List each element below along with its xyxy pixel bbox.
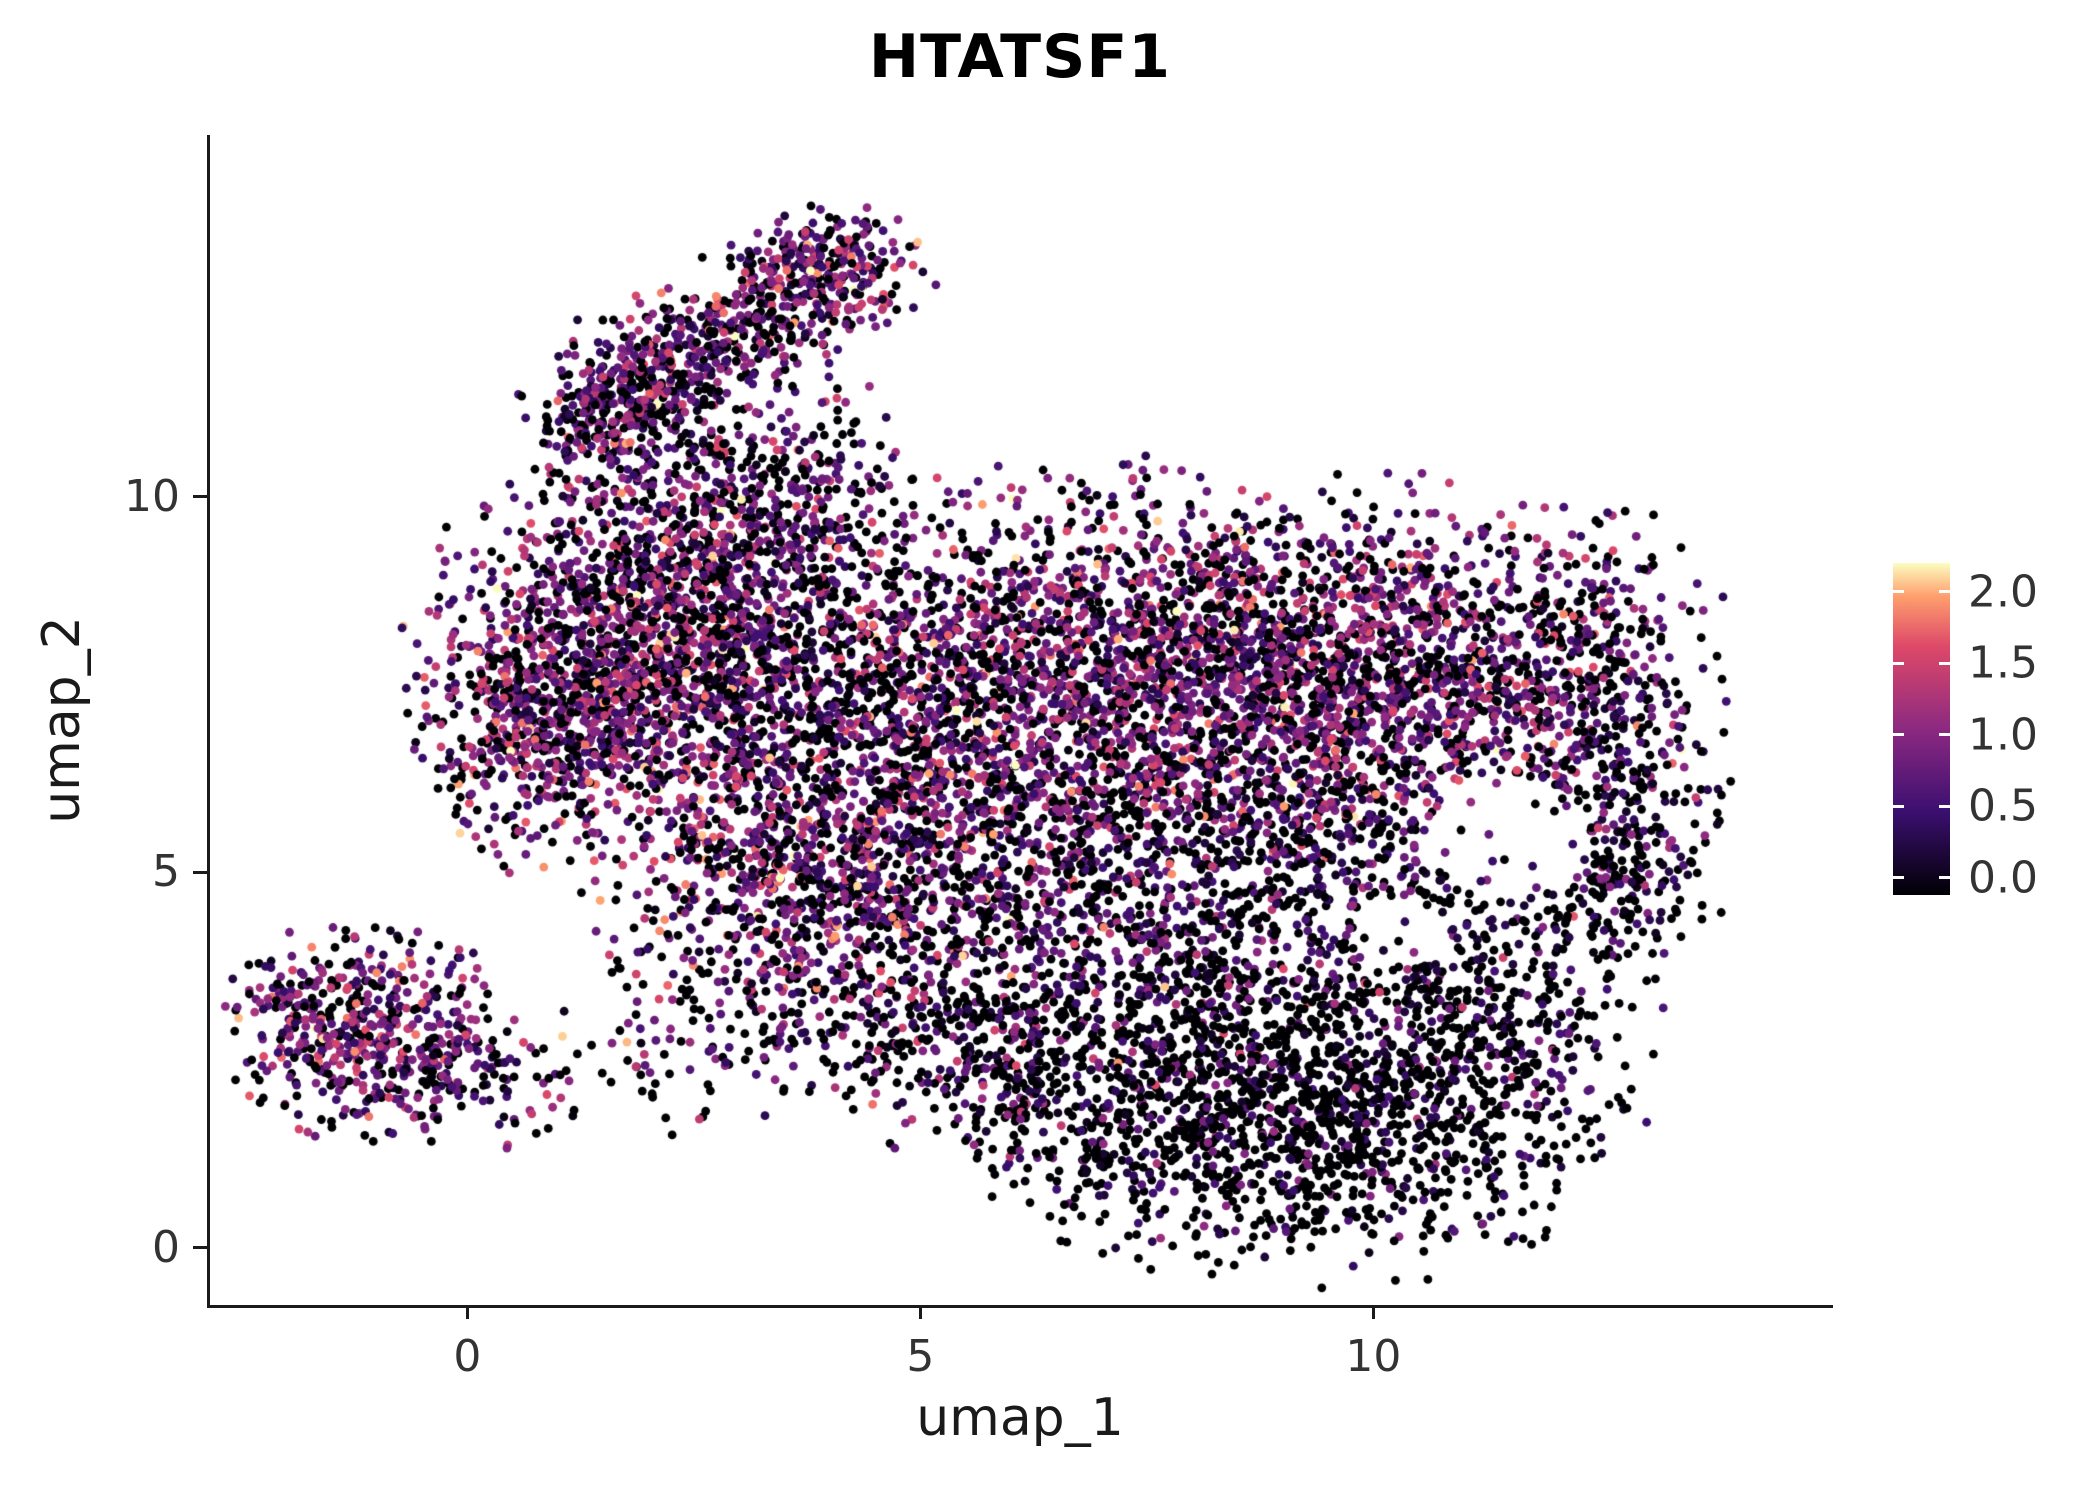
- colorbar-label: 1.5: [1968, 637, 2038, 689]
- y-tick-label: 5: [152, 846, 180, 898]
- y-tick-mark: [193, 495, 207, 499]
- colorbar-tick: [1939, 733, 1950, 737]
- colorbar-tick: [1893, 590, 1904, 594]
- scatter-canvas: [210, 135, 1830, 1305]
- colorbar-label: 0.5: [1968, 780, 2038, 832]
- y-tick-mark: [193, 870, 207, 874]
- colorbar-label: 0.0: [1968, 852, 2038, 904]
- colorbar-tick: [1939, 804, 1950, 808]
- y-axis-title: umap_2: [32, 616, 92, 824]
- y-tick-label: 10: [124, 470, 180, 522]
- colorbar-tick: [1893, 661, 1904, 665]
- y-tick-mark: [193, 1246, 207, 1250]
- colorbar: 2.0 1.5 1.0 0.5 0.0: [1893, 563, 2038, 903]
- colorbar-tick: [1939, 590, 1950, 594]
- x-tick-label: 0: [453, 1331, 482, 1382]
- x-tick-label: 5: [906, 1331, 935, 1382]
- colorbar-tick: [1939, 876, 1950, 880]
- y-axis-line: [207, 135, 210, 1308]
- y-tick-label: 0: [152, 1221, 180, 1273]
- colorbar-label: 1.0: [1968, 709, 2038, 761]
- colorbar-tick: [1893, 733, 1904, 737]
- colorbar-gradient: [1893, 563, 1950, 895]
- plot-area: 0 5 10 0 5 10: [124, 135, 1830, 1382]
- x-axis-title: umap_1: [916, 1388, 1124, 1448]
- colorbar-tick: [1893, 804, 1904, 808]
- plot-title: HTATSF1: [868, 22, 1172, 92]
- colorbar-tick: [1939, 661, 1950, 665]
- x-tick-label: 10: [1345, 1331, 1402, 1382]
- colorbar-tick: [1893, 876, 1904, 880]
- x-axis-line: [207, 1305, 1833, 1308]
- colorbar-label: 2.0: [1968, 566, 2038, 618]
